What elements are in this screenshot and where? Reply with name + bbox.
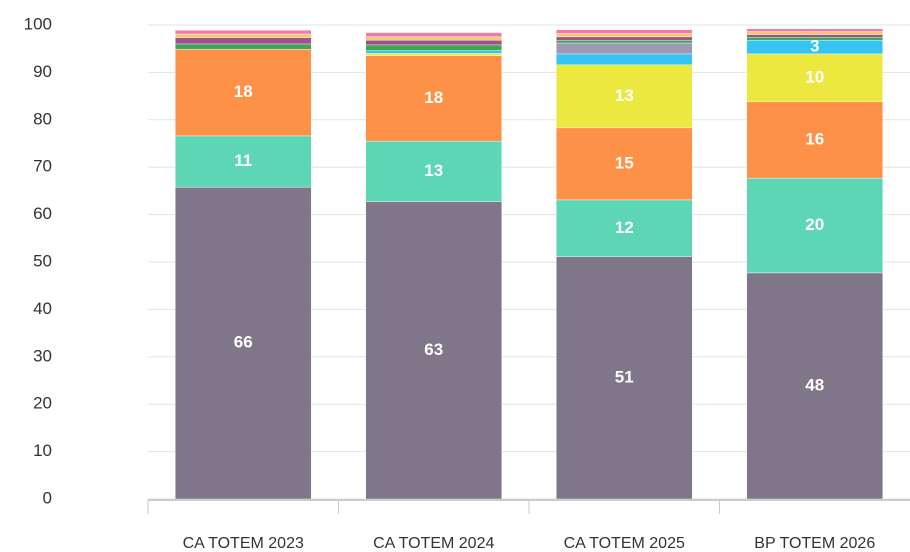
y-tick-label: 80 [33, 109, 52, 128]
data-label: 18 [424, 88, 443, 107]
bar-segment [175, 135, 312, 188]
y-tick-label: 50 [33, 251, 52, 270]
bar-segment [556, 199, 693, 257]
bar-segment [365, 140, 502, 203]
data-label: 12 [615, 218, 634, 237]
x-tick-label: CA TOTEM 2025 [564, 535, 685, 552]
y-tick-label: 20 [33, 394, 52, 413]
data-label: 20 [805, 215, 824, 234]
bar-segment [365, 36, 502, 41]
y-tick-label: 0 [43, 488, 52, 507]
bar-segment [175, 48, 312, 137]
bar-segment [365, 44, 502, 51]
data-label: 48 [805, 375, 824, 394]
bar-segment [556, 42, 693, 55]
bar-segment [746, 177, 883, 274]
bar-segment [556, 29, 693, 34]
y-tick-label: 90 [33, 62, 52, 81]
bar-segment [556, 127, 693, 201]
y-tick-label: 10 [33, 441, 52, 460]
bar-segment [556, 39, 693, 44]
x-tick-label: CA TOTEM 2024 [373, 535, 494, 552]
data-label: 18 [234, 82, 253, 101]
data-label: 10 [805, 67, 824, 86]
bar-segment [746, 31, 883, 35]
bar-segment [746, 37, 883, 41]
bar-segment [365, 50, 502, 54]
y-tick-label: 100 [24, 14, 52, 33]
bar-segment [746, 53, 883, 102]
data-label: 13 [424, 161, 443, 180]
y-tick-label: 60 [33, 204, 52, 223]
bar-segment [365, 53, 502, 57]
bar-segment [746, 28, 883, 32]
bar-segment [175, 37, 312, 45]
y-tick-label: 40 [33, 299, 52, 318]
data-label: 3 [810, 37, 819, 56]
y-tick-label: 70 [33, 157, 52, 176]
bar-segment [556, 64, 693, 129]
bar-segment [556, 36, 693, 41]
bar-segment [175, 33, 312, 38]
data-label: 11 [234, 151, 252, 170]
bar-segment [365, 55, 502, 142]
data-label: 66 [234, 333, 253, 352]
bar-segment [365, 32, 502, 38]
bar-segment [175, 43, 312, 50]
x-tick-label: BP TOTEM 2026 [754, 535, 875, 552]
bar-segment [556, 33, 693, 38]
data-label: 15 [615, 153, 634, 172]
bar-segment [556, 53, 693, 66]
bar-segment [746, 101, 883, 179]
x-tick-label: CA TOTEM 2023 [183, 535, 304, 552]
bar-segment [746, 272, 883, 500]
data-label: 16 [805, 129, 824, 148]
bar-segment [175, 30, 312, 35]
data-label: 13 [615, 86, 634, 105]
bar-segment [365, 201, 502, 500]
bar-segment [556, 256, 693, 500]
data-label: 63 [424, 340, 443, 359]
bar-segment [175, 186, 312, 500]
y-tick-label: 30 [33, 346, 52, 365]
data-label: 51 [615, 367, 634, 386]
bar-segment [365, 39, 502, 46]
bar-segment [746, 34, 883, 38]
